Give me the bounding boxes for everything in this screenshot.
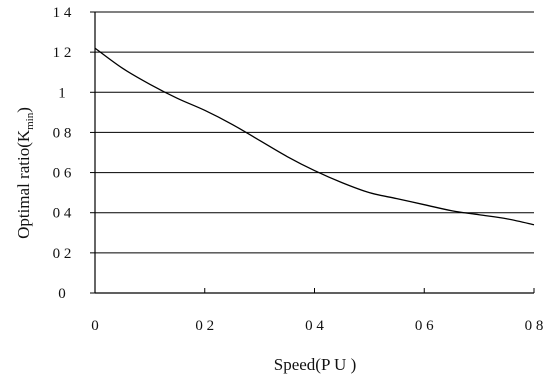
plot-area bbox=[94, 47, 535, 226]
y-axis-title: Optimal ratio(Kmin) bbox=[14, 107, 36, 239]
x-tick-label-3: 0 6 bbox=[415, 318, 434, 334]
x-axis-title: Speed(P U ) bbox=[274, 355, 356, 374]
y-axis-title-main: Optimal ratio(K bbox=[14, 129, 33, 239]
y-tick-label-7: 1 4 bbox=[53, 5, 72, 21]
x-tick-label-1: 0 2 bbox=[195, 318, 214, 334]
y-tick-label-4: 0 8 bbox=[53, 125, 72, 141]
x-tick-label-2: 0 4 bbox=[305, 318, 324, 334]
x-tick-label-4: 0 8 bbox=[525, 318, 544, 334]
y-axis-title-close: ) bbox=[14, 107, 33, 113]
axes bbox=[90, 11, 535, 294]
y-tick-label-0: 0 bbox=[58, 286, 66, 302]
series-line-0 bbox=[94, 47, 535, 226]
gridlines bbox=[95, 11, 534, 254]
y-tick-labels: 0 0 2 0 4 0 6 0 8 1 1 2 1 4 bbox=[53, 5, 72, 302]
y-tick-label-1: 0 2 bbox=[53, 246, 72, 262]
y-tick-label-6: 1 2 bbox=[53, 45, 72, 61]
y-tick-label-5: 1 bbox=[58, 85, 66, 101]
y-tick-label-2: 0 4 bbox=[53, 206, 72, 222]
x-tick-label-0: 0 bbox=[91, 318, 99, 334]
y-tick-label-3: 0 6 bbox=[53, 166, 72, 182]
x-tick-labels: 0 0 2 0 4 0 6 0 8 bbox=[91, 318, 543, 334]
y-axis-title-subscript: min bbox=[24, 112, 36, 130]
